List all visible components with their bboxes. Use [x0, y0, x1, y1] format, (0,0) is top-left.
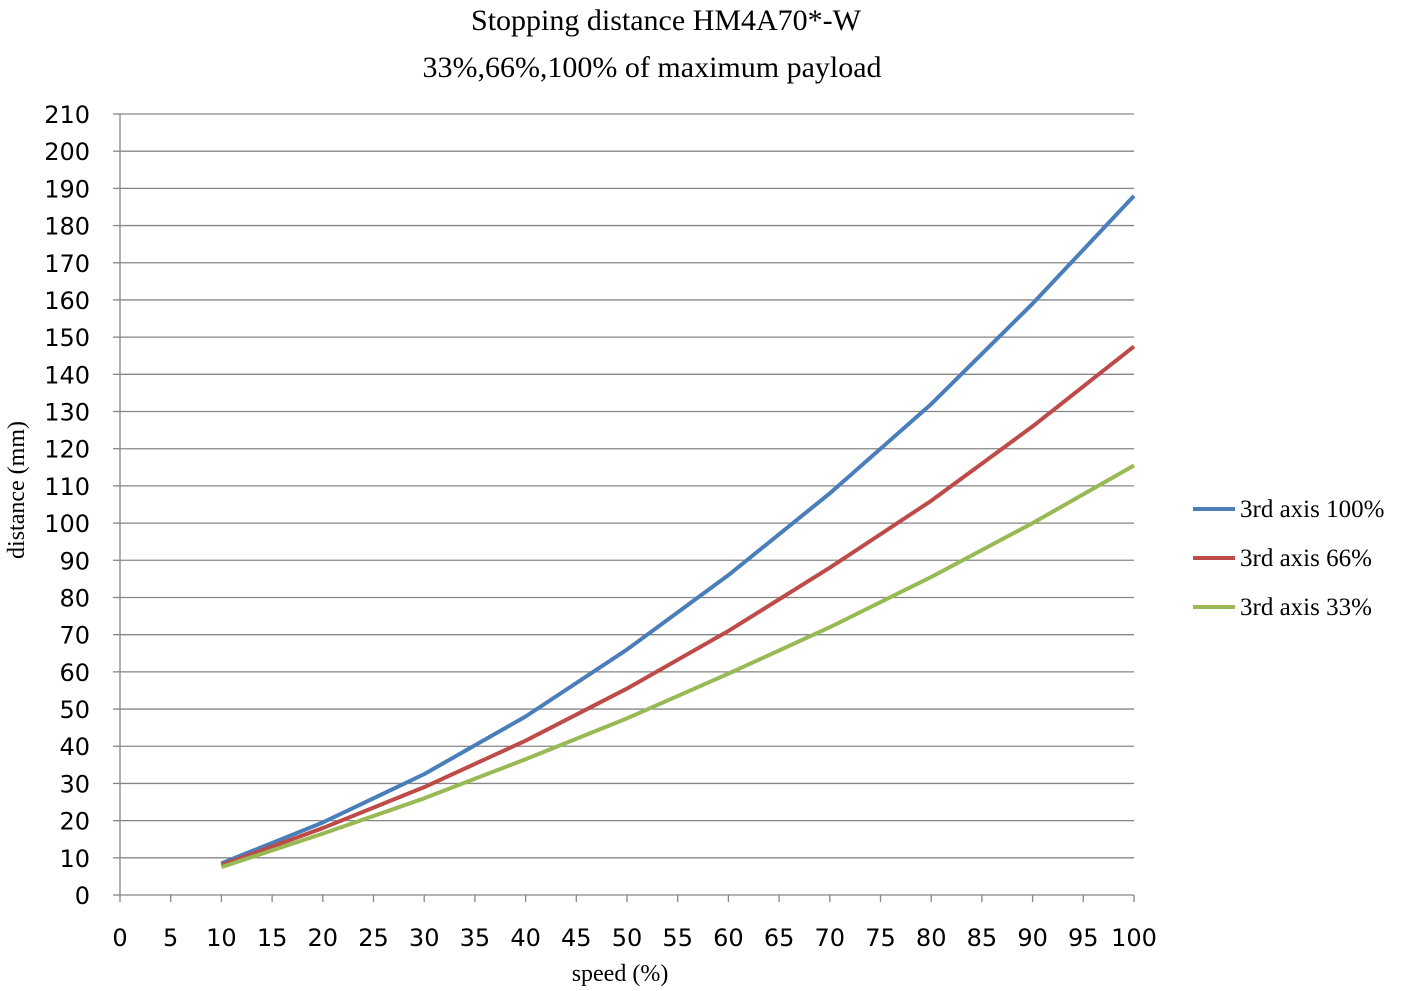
legend-label: 3rd axis 66% [1240, 545, 1372, 572]
axes: 0102030405060708090100110120130140150160… [44, 101, 1157, 952]
y-tick-label: 170 [44, 250, 90, 278]
x-tick-label: 40 [510, 924, 541, 952]
y-tick-label: 200 [44, 138, 90, 166]
x-tick-label: 75 [865, 924, 896, 952]
x-tick-label: 50 [612, 924, 643, 952]
y-tick-label: 80 [59, 584, 90, 612]
x-tick-label: 55 [662, 924, 693, 952]
y-tick-label: 40 [59, 733, 90, 761]
x-tick-label: 5 [163, 924, 178, 952]
x-tick-label: 95 [1068, 924, 1099, 952]
x-tick-label: 90 [1017, 924, 1048, 952]
series-line-2 [220, 344, 1136, 868]
x-tick-label: 15 [257, 924, 288, 952]
y-tick-label: 150 [44, 324, 90, 352]
series-line-3 [220, 463, 1135, 870]
x-axis-title: speed (%) [572, 961, 669, 987]
x-tick-label: 30 [409, 924, 440, 952]
y-tick-label: 160 [44, 287, 90, 315]
x-tick-label: 0 [112, 924, 127, 952]
chart-title: Stopping distance HM4A70*-W [471, 4, 862, 37]
x-tick-label: 25 [358, 924, 389, 952]
gridlines [120, 113, 1134, 859]
y-tick-label: 130 [44, 399, 90, 427]
y-tick-label: 110 [44, 473, 90, 501]
legend-label: 3rd axis 33% [1240, 594, 1372, 621]
x-tick-label: 60 [713, 924, 744, 952]
y-tick-label: 140 [44, 361, 90, 389]
y-tick-label: 30 [59, 770, 90, 798]
chart-subtitle: 33%,66%,100% of maximum payload [422, 51, 881, 84]
x-tick-label: 45 [561, 924, 592, 952]
y-tick-label: 90 [59, 547, 90, 575]
y-tick-label: 100 [44, 510, 90, 538]
y-tick-label: 180 [44, 213, 90, 241]
x-tick-label: 85 [967, 924, 998, 952]
y-axis-title: distance (mm) [4, 421, 30, 559]
legend: 3rd axis 100% 3rd axis 66% 3rd axis 33% [1193, 496, 1384, 621]
x-tick-label: 35 [460, 924, 491, 952]
y-tick-label: 190 [44, 175, 90, 203]
legend-label: 3rd axis 100% [1240, 496, 1384, 523]
x-tick-label: 65 [764, 924, 795, 952]
series-lines [220, 194, 1136, 870]
y-tick-label: 60 [59, 659, 90, 687]
y-tick-label: 210 [44, 101, 90, 129]
x-tick-label: 80 [916, 924, 947, 952]
x-tick-label: 10 [206, 924, 237, 952]
y-tick-label: 50 [59, 696, 90, 724]
y-tick-label: 70 [59, 622, 90, 650]
y-tick-label: 20 [59, 808, 90, 836]
y-tick-label: 10 [59, 845, 90, 873]
x-tick-label: 100 [1111, 924, 1157, 952]
x-tick-label: 20 [308, 924, 339, 952]
y-tick-label: 0 [75, 882, 90, 910]
series-line-1 [220, 194, 1136, 866]
y-tick-label: 120 [44, 436, 90, 464]
x-tick-label: 70 [815, 924, 846, 952]
